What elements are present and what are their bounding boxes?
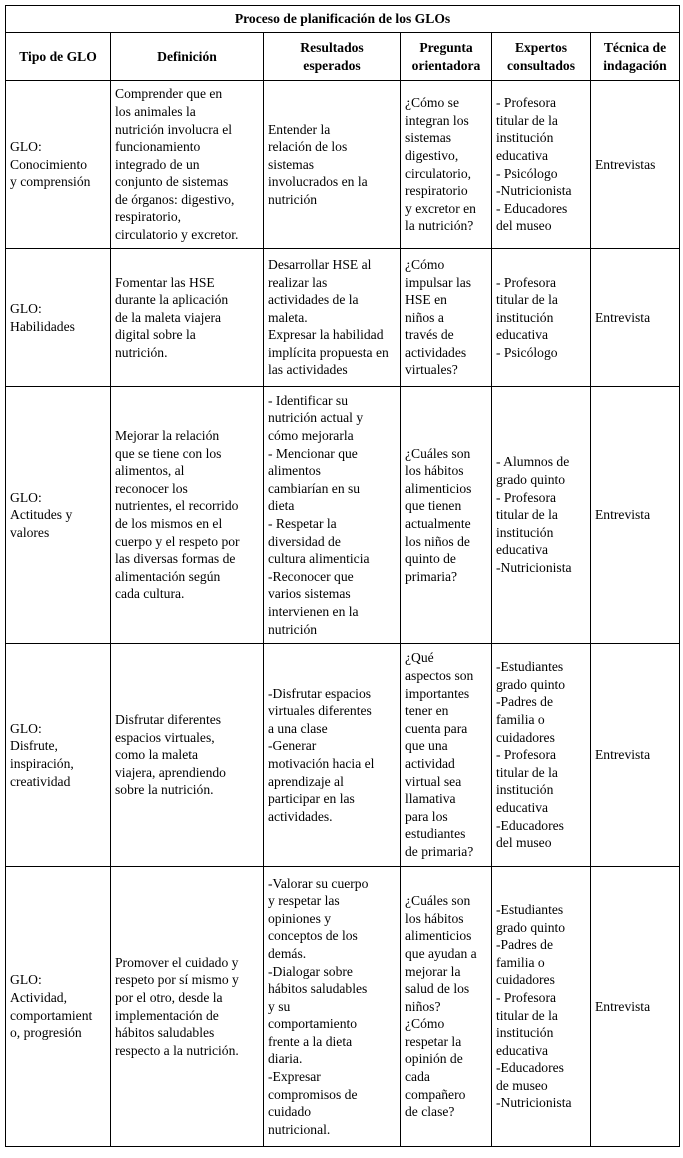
cell-pregunta: ¿Cómo impulsar las HSE en niños a través…: [400, 248, 492, 387]
table-row: GLO: Disfrute, inspiración, creatividad …: [5, 643, 681, 867]
cell-expertos: -Estudiantes grado quinto -Padres de fam…: [491, 866, 591, 1147]
cell-expertos: - Alumnos de grado quinto - Profesora ti…: [491, 386, 591, 644]
cell-resultados: - Identificar su nutrición actual y cómo…: [263, 386, 401, 644]
cell-expertos: -Estudiantes grado quinto -Padres de fam…: [491, 643, 591, 867]
cell-tecnica: Entrevista: [589, 248, 681, 387]
header-tecnica: Técnica de indagación: [589, 32, 681, 81]
cell-expertos: - Profesora titular de la institución ed…: [491, 80, 591, 249]
table-title: Proceso de planificación de los GLOs: [4, 5, 681, 33]
cell-tipo: GLO: Actitudes y valores: [5, 386, 111, 644]
cell-tipo: GLO: Habilidades: [5, 248, 111, 387]
header-definicion: Definición: [110, 32, 264, 81]
cell-tipo: GLO: Disfrute, inspiración, creatividad: [5, 643, 111, 867]
header-tipo: Tipo de GLO: [5, 32, 111, 81]
cell-definicion: Promover el cuidado y respeto por sí mis…: [110, 866, 264, 1147]
cell-resultados: Entender la relación de los sistemas inv…: [263, 80, 401, 249]
cell-resultados: Desarrollar HSE al realizar las activida…: [263, 248, 401, 387]
cell-pregunta: ¿Cuáles son los hábitos alimenticios que…: [400, 386, 492, 644]
cell-expertos: - Profesora titular de la institución ed…: [491, 248, 591, 387]
cell-tecnica: Entrevistas: [589, 80, 681, 249]
cell-tecnica: Entrevista: [589, 866, 681, 1147]
cell-tipo: GLO: Actividad, comportamient o, progres…: [5, 866, 111, 1147]
cell-tipo: GLO: Conocimiento y comprensión: [5, 80, 111, 249]
cell-resultados: -Valorar su cuerpo y respetar las opinio…: [263, 866, 401, 1147]
cell-tecnica: Entrevista: [589, 386, 681, 644]
cell-definicion: Mejorar la relación que se tiene con los…: [110, 386, 264, 644]
header-resultados: Resultados esperados: [263, 32, 401, 81]
cell-definicion: Disfrutar diferentes espacios virtuales,…: [110, 643, 264, 867]
table-row: GLO: Conocimiento y comprensión Comprend…: [5, 80, 681, 249]
cell-resultados: -Disfrutar espacios virtuales diferentes…: [263, 643, 401, 867]
table-row: GLO: Habilidades Fomentar las HSE durant…: [5, 248, 681, 387]
cell-pregunta: ¿Cómo se integran los sistemas digestivo…: [400, 80, 492, 249]
table-row: GLO: Actitudes y valores Mejorar la rela…: [5, 386, 681, 644]
cell-tecnica: Entrevista: [589, 643, 681, 867]
cell-definicion: Fomentar las HSE durante la aplicación d…: [110, 248, 264, 387]
cell-definicion: Comprender que en los animales la nutric…: [110, 80, 264, 249]
cell-pregunta: ¿Qué aspectos son importantes tener en c…: [400, 643, 492, 867]
header-expertos: Expertos consultados: [491, 32, 591, 81]
cell-pregunta: ¿Cuáles son los hábitos alimenticios que…: [400, 866, 492, 1147]
header-pregunta: Pregunta orientadora: [400, 32, 492, 81]
table-row: GLO: Actividad, comportamient o, progres…: [5, 866, 681, 1147]
glo-planning-table: Proceso de planificación de los GLOs Tip…: [4, 5, 681, 1147]
